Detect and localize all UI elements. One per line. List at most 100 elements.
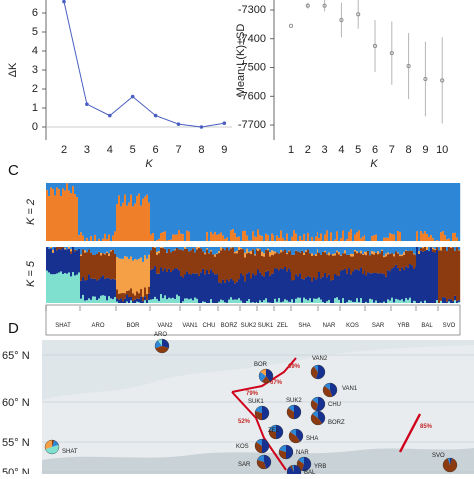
k2-orange-segment [76,197,78,241]
k2-blue-segment [332,183,334,241]
k2-orange-segment [238,237,240,241]
k5-blue-segment [216,247,218,253]
k5-navy-segment [214,274,216,303]
k5-navy-segment [190,275,192,299]
k5-brown-segment [383,257,385,274]
k2-orange-segment [206,232,208,241]
k5-navy-segment [328,275,330,300]
k2-blue-segment [315,183,317,237]
k5-cyan-segment [184,298,186,303]
k5-navy-segment [198,276,200,303]
k5-cyan-segment [152,299,154,303]
k5-cyan-segment [52,274,54,303]
k5-brown-segment [192,248,194,273]
k5-navy-segment [94,279,96,297]
k2-blue-segment [210,183,212,232]
k2-orange-segment [259,235,261,241]
k5-orange-segment [198,247,200,248]
k5-navy-segment [176,268,178,294]
k5-navy-segment [124,299,126,303]
k5-navy-segment [299,273,301,297]
k5-blue-segment [342,247,344,253]
k5-cyan-segment [112,299,114,303]
k5-orange-segment [154,247,156,248]
k5-blue-segment [254,247,256,254]
k5-navy-segment [393,267,395,302]
k5-orange-segment [230,247,232,248]
k5-cyan-segment [259,300,261,303]
site-label-bal: BAL [304,470,316,474]
k2-orange-segment [122,203,124,241]
k2-blue-segment [212,183,214,234]
k5-orange-segment [204,253,206,254]
k2-blue-segment [220,183,222,232]
k2-orange-segment [371,236,373,241]
k5-orange-segment [399,255,401,256]
k2-orange-segment [136,196,138,241]
k5-blue-segment [168,247,170,249]
latitude-label: 50° N [2,467,30,474]
k2-orange-segment [70,193,72,241]
k5-blue-segment [188,247,190,251]
k5-navy-segment [403,270,405,302]
k5-brown-segment [295,251,297,275]
barrier-percentage-label: 79% [246,391,259,397]
k5-navy-segment [110,279,112,298]
k2-orange-segment [340,238,342,241]
k5-orange-segment [240,248,242,249]
k5-orange-segment [354,250,356,252]
k5-cyan-segment [261,302,263,303]
k2-blue-segment [403,183,405,241]
k5-navy-segment [377,273,379,303]
k5-brown-segment [124,293,126,298]
delta-k-point [154,114,158,118]
k2-blue-segment [112,183,114,236]
k2-blue-segment [164,183,166,231]
k2-blue-segment [108,183,110,234]
k5-orange-segment [336,251,338,253]
k5-brown-segment [254,255,256,275]
k5-cyan-segment [156,299,158,303]
k5-cyan-segment [389,301,391,303]
k5-brown-segment [284,250,286,267]
k5-orange-segment [365,252,367,255]
k5-brown-segment [330,254,332,280]
k5-navy-segment [202,269,204,301]
k5-orange-segment [381,250,383,251]
k5-brown-segment [82,250,84,278]
k5-blue-segment [401,247,403,255]
k5-cyan-segment [286,300,288,303]
site-pie-suk2 [287,405,301,419]
k5-navy-segment [56,250,58,273]
k5-navy-segment [166,272,168,299]
k5-orange-segment [68,247,70,249]
k5-blue-segment [222,247,224,248]
k5-cyan-segment [313,298,315,303]
k5-cyan-segment [383,302,385,303]
delta-k-x-tick-label: 2 [61,144,67,156]
k5-navy-segment [96,281,98,300]
k5-navy-segment [50,248,52,274]
k5-brown-segment [70,251,72,254]
k2-blue-segment [267,183,269,235]
k2-orange-segment [102,239,104,241]
k5-orange-segment [259,249,261,250]
k5-navy-segment [297,276,299,297]
k5-navy-segment [418,254,420,303]
k2-blue-segment [228,183,230,241]
k2-orange-segment [432,238,434,241]
k5-brown-segment [136,291,138,298]
k5-blue-segment [132,247,134,261]
k5-cyan-segment [403,302,405,303]
map-panel: D 65° N60° N55° N50° N 69%67%79%52%85% B… [2,320,474,474]
mean-lk-y-tick-label: -7600 [238,90,266,102]
k5-cyan-segment [130,300,132,303]
k5-cyan-segment [72,272,74,303]
k5-navy-segment [118,300,120,303]
k5-orange-segment [108,253,110,255]
k5-brown-segment [342,253,344,270]
k5-blue-segment [228,247,230,250]
k5-brown-segment [334,255,336,274]
k2-orange-segment [257,230,259,241]
